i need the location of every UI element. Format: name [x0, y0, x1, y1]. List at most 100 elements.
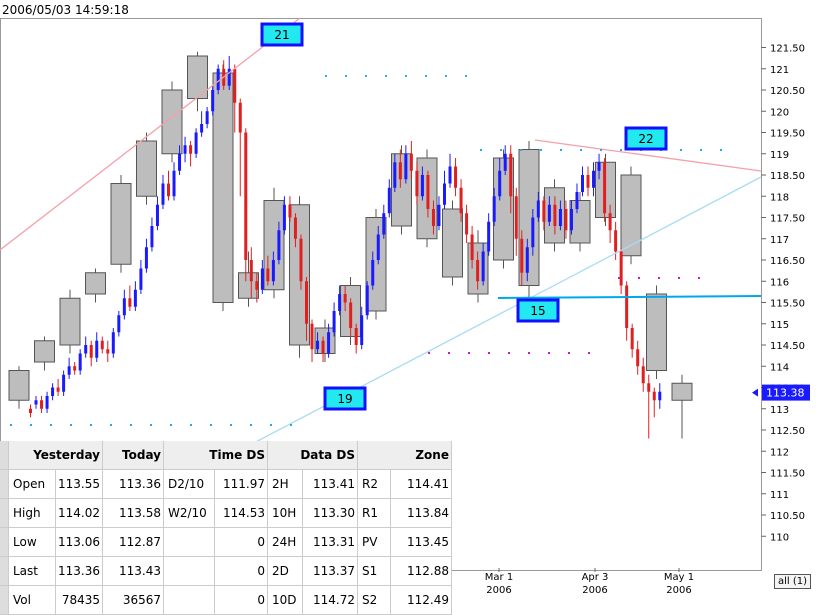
weekly-bar: [34, 340, 55, 363]
table-cell: 114.53: [214, 498, 268, 528]
candle: [205, 111, 209, 124]
table-cell: 10H: [267, 498, 303, 528]
candle: [161, 183, 165, 205]
weekly-bar: [110, 183, 132, 265]
candle: [233, 68, 237, 103]
y-tick-label: 110.50: [770, 511, 805, 522]
candle: [343, 294, 347, 303]
table-cell: [163, 556, 215, 586]
dotted-level: [488, 352, 490, 354]
candle: [393, 162, 397, 188]
table-cell: 113.41: [302, 469, 358, 499]
candle: [404, 153, 408, 180]
pink-trend-line: [0, 17, 301, 251]
candle: [34, 400, 38, 405]
candle: [547, 204, 551, 222]
table-cell: 36567: [102, 585, 164, 615]
dotted-level: [448, 352, 450, 354]
candle: [144, 247, 148, 269]
pink-trend-line: [534, 139, 762, 172]
candle: [128, 298, 132, 307]
candle: [658, 391, 662, 401]
candle: [652, 391, 656, 401]
candle: [305, 281, 308, 324]
candle: [332, 311, 336, 333]
table-gutter: [0, 585, 9, 615]
dotted-level: [580, 149, 582, 151]
table-cell: 113.37: [302, 556, 358, 586]
header-time-ds: Time DS: [163, 441, 268, 470]
timestamp: 2006/05/03 14:59:18: [2, 3, 129, 17]
candle: [454, 166, 458, 188]
table-cell: [163, 585, 215, 615]
candle: [536, 200, 540, 218]
dotted-level: [30, 424, 32, 426]
table-gutter: [0, 441, 9, 470]
quote-table: Yesterday Today Time DS Data DS Zone Ope…: [0, 441, 452, 615]
dotted-level: [365, 75, 367, 77]
candle: [476, 260, 480, 282]
dotted-level: [620, 149, 622, 151]
last-price-badge: [762, 384, 810, 401]
table-gutter: [0, 556, 9, 586]
candle: [282, 204, 286, 231]
candle: [431, 209, 435, 226]
table-cell: PV: [357, 527, 391, 557]
table-cell: High: [8, 498, 56, 528]
dotted-level: [428, 352, 430, 354]
candle: [194, 132, 198, 154]
dotted-level: [528, 352, 530, 354]
marker-label: 22: [638, 132, 653, 146]
table-cell: 114.72: [302, 585, 358, 615]
marker-box: [516, 298, 560, 323]
candle: [514, 196, 518, 239]
dotted-level: [480, 149, 482, 151]
table-cell: 114.41: [390, 469, 452, 499]
candle: [260, 268, 264, 290]
dotted-level: [520, 149, 522, 151]
marker-box: [260, 22, 304, 47]
dotted-level: [270, 424, 272, 426]
candle: [293, 217, 297, 239]
marker-box: [624, 126, 668, 151]
x-tick-year: 2006: [486, 585, 511, 595]
candle: [603, 162, 607, 214]
candle: [288, 204, 292, 218]
candle: [525, 247, 529, 273]
table-cell: 113.30: [302, 498, 358, 528]
candle: [437, 204, 441, 226]
x-tick-year: 2006: [582, 585, 607, 595]
candle: [531, 217, 535, 248]
candle: [321, 340, 325, 354]
weekly-bar: [161, 89, 183, 155]
marker-label: 19: [337, 392, 352, 406]
table-cell: 2H: [267, 469, 303, 499]
candle: [360, 315, 364, 345]
dotted-level: [638, 277, 640, 279]
all-button[interactable]: all (1): [774, 574, 812, 589]
table-cell: W2/10: [163, 498, 215, 528]
candle: [509, 153, 513, 197]
weekly-bar: [59, 297, 81, 346]
weekly-bar: [85, 272, 106, 295]
candle: [338, 294, 342, 311]
y-tick-label: 112.50: [770, 426, 805, 437]
table-gutter: [0, 498, 9, 528]
table-cell: 78435: [55, 585, 103, 615]
y-tick-label: 115.50: [770, 299, 805, 310]
dotted-level: [720, 149, 722, 151]
candle: [67, 366, 71, 375]
candle: [481, 251, 485, 282]
table-cell: [163, 527, 215, 557]
table-cell: 114.02: [55, 498, 103, 528]
table-cell: Last: [8, 556, 56, 586]
candle: [216, 68, 220, 90]
y-tick-label: 117: [770, 235, 789, 246]
dotted-level: [698, 277, 700, 279]
dotted-level: [618, 277, 620, 279]
dotted-level: [10, 424, 12, 426]
table-cell: R1: [357, 498, 391, 528]
table-header-row: Yesterday Today Time DS Data DS Zone: [0, 441, 452, 470]
weekly-bar: [187, 55, 208, 99]
dotted-level: [465, 75, 467, 77]
